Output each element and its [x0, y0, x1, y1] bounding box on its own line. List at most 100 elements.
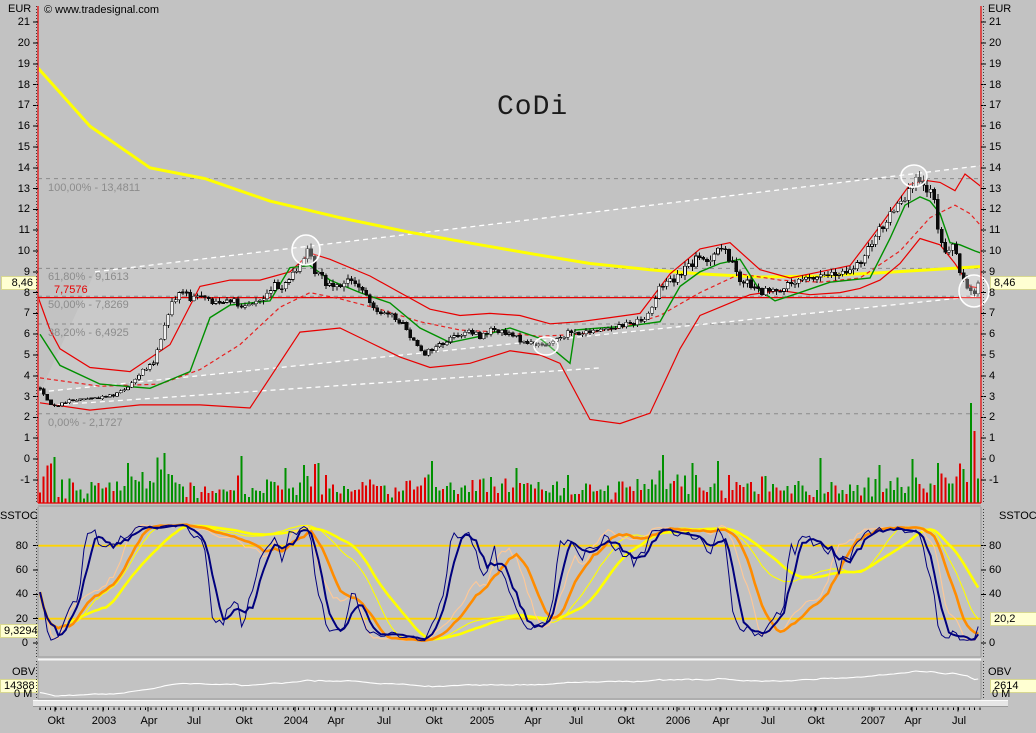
price-tick-label-left: 13 — [17, 182, 30, 195]
price-tick-label-left: 14 — [17, 161, 30, 174]
price-tick-label-right: 17 — [989, 99, 1002, 112]
price-tick-label-left: 7 — [23, 307, 30, 320]
sstoc-tick-label-left: 60 — [15, 564, 28, 577]
time-axis-label: Apr — [524, 715, 542, 727]
time-axis-label: 2006 — [665, 715, 691, 727]
main-axis-ticks-right — [983, 6, 984, 503]
price-tick-label-left: 1 — [23, 432, 30, 445]
trend-channel-line — [39, 295, 980, 393]
obv-panel-label-left: OBV — [12, 666, 36, 678]
price-tick-label-left: 3 — [23, 390, 30, 403]
stochastic-slow-orange — [39, 523, 979, 642]
price-tick-label-left: 15 — [17, 141, 30, 153]
price-tick-label-left: 6 — [23, 328, 30, 341]
price-tick-label-left: 9 — [23, 265, 30, 278]
price-tick-label-right: 1 — [989, 432, 996, 445]
horizontal-scrollbar[interactable] — [33, 700, 1008, 707]
sstoc-tick-label-right: 40 — [989, 588, 1002, 601]
price-tick-label-right: 7 — [989, 307, 996, 320]
price-tick-label-right: 15 — [989, 141, 1002, 153]
main-axis-ticks-left — [36, 6, 37, 503]
price-tick-label-right: 12 — [989, 203, 1002, 216]
sstoc-axis-ticks-right — [983, 509, 984, 657]
sstoc-tick-label-left: 20 — [15, 612, 28, 625]
swing-circle-marker — [291, 234, 321, 266]
time-axis-ticks — [39, 705, 981, 712]
sstoc-tick-label-right: 80 — [989, 539, 1002, 552]
price-tick-label-right: 13 — [989, 182, 1002, 195]
fibonacci-level-label: 0,00% - 2,1727 — [48, 416, 123, 429]
price-tick-label-left: 20 — [17, 37, 30, 49]
red-lower-band — [39, 237, 980, 425]
time-axis-label: Okt — [425, 715, 443, 727]
price-line-label: 7,7576 — [54, 284, 88, 296]
price-tick-label-left: 16 — [17, 120, 30, 133]
price-tick-label-left: 18 — [17, 78, 30, 91]
price-tick-label-right: 2 — [989, 411, 996, 424]
time-axis-label: Apr — [712, 715, 730, 727]
price-tick-label-left: 8 — [23, 286, 30, 299]
obv-axis-ticks-left — [36, 661, 37, 699]
fibonacci-level-label: 38,20% - 6,4925 — [48, 326, 129, 339]
price-tick-label-left: 2 — [23, 411, 30, 424]
price-tick-label-left: 5 — [23, 349, 30, 361]
time-axis-label: Apr — [327, 715, 345, 727]
price-tick-label-right: 6 — [989, 328, 996, 341]
volume-series — [39, 403, 980, 503]
time-axis-label: Jul — [186, 715, 202, 727]
time-axis-label: 2005 — [469, 715, 495, 727]
trend-channel-shading — [40, 165, 981, 393]
time-axis-label: Jul — [568, 715, 584, 727]
sstoc-tick-label-left: 40 — [15, 588, 28, 601]
price-tick-label-left: 17 — [17, 99, 30, 112]
time-axis-label: 2003 — [91, 715, 117, 727]
stochastic-slow-signal-peach — [39, 523, 979, 642]
swing-circle-marker — [958, 274, 990, 308]
swing-circle-marker — [533, 336, 559, 356]
copyright-text: © www.tradesignal.com — [44, 4, 160, 16]
stochastic-long-signal-yellow — [39, 524, 980, 641]
sstoc-tick-label-left: 80 — [15, 539, 28, 552]
price-tick-label-left: -1 — [20, 473, 30, 486]
obv-zero-label-left: 0 M — [14, 688, 33, 697]
trend-channel-line — [94, 165, 980, 273]
time-axis-label: Jul — [376, 715, 392, 727]
time-axis-label: Okt — [807, 715, 825, 727]
obv-value-left: 14388 — [0, 679, 38, 693]
panel-separator — [38, 658, 981, 661]
obv-line — [39, 670, 979, 697]
trend-channel-line — [54, 367, 601, 406]
price-tick-label-left: 21 — [17, 16, 30, 29]
price-tick-label-right: 9 — [989, 265, 996, 278]
price-tick-label-right: 10 — [989, 245, 1002, 257]
price-tick-label-right: 21 — [989, 16, 1002, 29]
time-axis-label: 2007 — [860, 715, 886, 727]
sstoc-panel-label-right: SSTOC — [999, 510, 1036, 522]
time-axis-label: Okt — [617, 715, 635, 727]
price-tick-label-left: 19 — [17, 57, 30, 70]
currency-label-left: EUR — [8, 3, 32, 15]
sstoc-tick-label-left: 0 — [21, 637, 28, 649]
price-tick-label-left: 10 — [17, 245, 30, 257]
price-tick-label-right: 14 — [989, 161, 1002, 174]
price-tick-label-right: 0 — [989, 453, 996, 465]
price-tick-label-right: 4 — [989, 369, 996, 382]
time-axis-label: Apr — [904, 715, 922, 727]
sstoc-axis-ticks-left — [36, 509, 37, 657]
price-tick-label-left: 0 — [23, 453, 30, 465]
stochastic-fast-navy — [39, 523, 979, 642]
currency-label-right: EUR — [988, 3, 1012, 15]
chart-title: CoDi — [497, 92, 569, 123]
current-price-left: 8,46 — [1, 276, 37, 290]
sstoc-tick-label-right: 0 — [989, 637, 996, 649]
price-tick-label-right: -1 — [989, 473, 999, 486]
fibonacci-level-label: 50,00% - 7,8269 — [48, 299, 129, 312]
candlestick-series — [39, 171, 980, 408]
price-tick-label-right: 11 — [989, 224, 1001, 237]
price-tick-label-right: 3 — [989, 390, 996, 403]
stochastic-long-yellow — [39, 524, 979, 642]
time-axis-label: Jul — [760, 715, 776, 727]
axis-major-ticks — [33, 21, 986, 644]
swing-circle-marker — [900, 164, 928, 188]
